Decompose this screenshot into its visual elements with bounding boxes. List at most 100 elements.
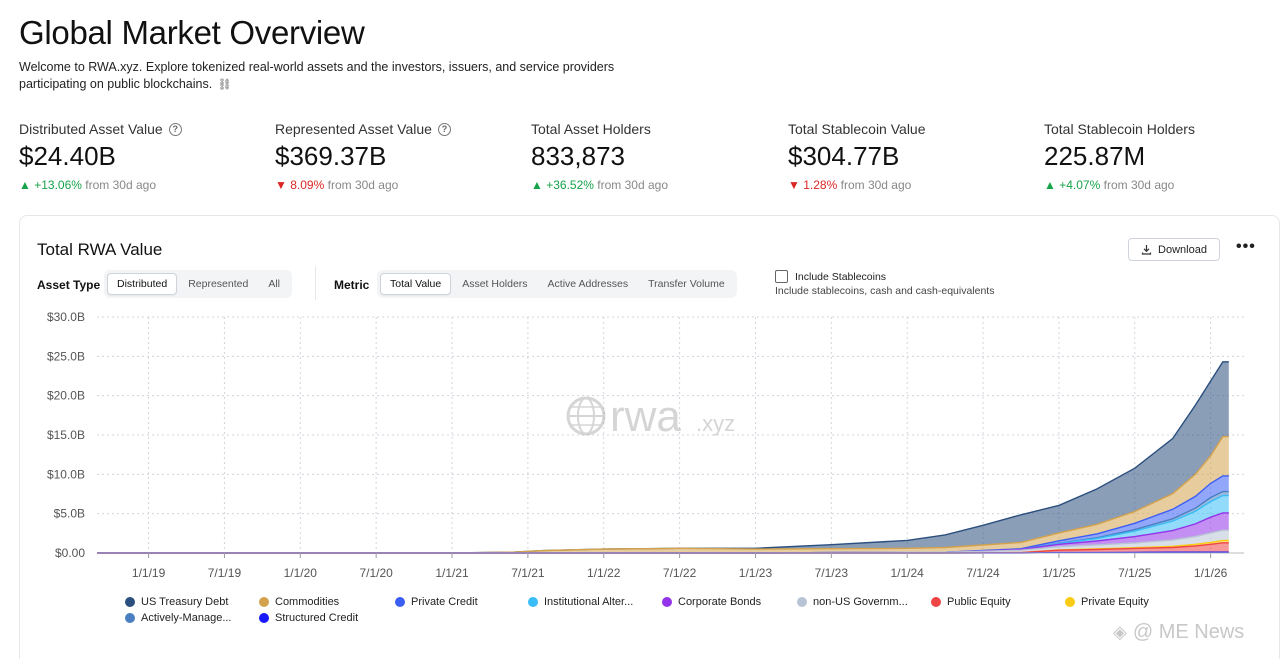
stat-label: Total Stablecoin Holders xyxy=(1044,121,1195,137)
watermark-suffix: .xyz xyxy=(696,411,735,436)
help-icon[interactable]: ? xyxy=(168,122,182,136)
legend-dot xyxy=(259,597,269,607)
x-tick-label: 7/1/21 xyxy=(511,566,545,580)
x-tick-label: 1/1/19 xyxy=(132,566,166,580)
asset-type-distributed[interactable]: Distributed xyxy=(107,273,178,295)
legend-dot xyxy=(125,597,135,607)
arrow-up-icon: ▲ xyxy=(1044,178,1056,192)
stat-value: $369.37B xyxy=(275,141,387,171)
y-tick-label: $10.0B xyxy=(47,467,85,481)
stat-total-stablecoin-holders: Total Stablecoin Holders 225.87M ▲ +4.07… xyxy=(1044,121,1280,192)
x-tick-label: 7/1/23 xyxy=(815,566,849,580)
page-title: Global Market Overview xyxy=(19,14,365,51)
stats-row: Distributed Asset Value? $24.40B ▲ +13.0… xyxy=(19,121,1269,201)
legend-dot xyxy=(395,597,405,607)
chain-icon: ⛓ xyxy=(217,79,232,91)
download-button[interactable]: Download xyxy=(1128,238,1220,261)
x-tick-label: 7/1/24 xyxy=(966,566,1000,580)
legend-item-private-equity[interactable]: Private Equity xyxy=(1065,596,1149,608)
stat-total-asset-holders: Total Asset Holders 833,873 ▲ +36.52% fr… xyxy=(531,121,771,192)
include-stablecoins-option: Include Stablecoins Include stablecoins,… xyxy=(775,270,995,297)
metric-active-addresses[interactable]: Active Addresses xyxy=(547,278,629,290)
metric-label: Metric xyxy=(334,278,370,292)
y-tick-label: $20.0B xyxy=(47,389,85,403)
rwa-value-chart: $0.00 $5.0B $10.0B $15.0B $20.0B $25.0B $30.0B… xyxy=(47,310,1244,580)
y-tick-label: $0.00 xyxy=(55,546,85,560)
stat-label: Distributed Asset Value xyxy=(19,121,163,137)
x-tick-label: 7/1/25 xyxy=(1118,566,1152,580)
stat-value: $304.77B xyxy=(788,141,900,171)
stat-value: $24.40B xyxy=(19,141,116,171)
arrow-up-icon: ▲ xyxy=(531,178,543,192)
asset-type-all[interactable]: All xyxy=(268,278,280,290)
help-icon[interactable]: ? xyxy=(437,122,451,136)
legend-item-actively-managed[interactable]: Actively-Manage... xyxy=(125,612,231,624)
legend-item-private-credit[interactable]: Private Credit xyxy=(395,596,478,608)
legend-dot xyxy=(125,613,135,623)
stat-change: ▲ +13.06% from 30d ago xyxy=(19,178,157,192)
legend-dot xyxy=(1065,597,1075,607)
chart-title: Total RWA Value xyxy=(37,240,163,259)
legend-item-public-equity[interactable]: Public Equity xyxy=(931,596,1011,608)
x-tick-label: 7/1/19 xyxy=(208,566,242,580)
stat-change: ▼ 8.09% from 30d ago xyxy=(275,178,399,192)
stat-label: Total Asset Holders xyxy=(531,121,651,137)
asset-type-represented[interactable]: Represented xyxy=(188,278,249,290)
y-tick-label: $15.0B xyxy=(47,428,85,442)
include-stablecoins-description: Include stablecoins, cash and cash-equiv… xyxy=(775,285,995,297)
legend-dot xyxy=(662,597,672,607)
download-icon xyxy=(1141,245,1152,255)
arrow-down-icon: ▼ xyxy=(275,178,287,192)
stat-change: ▲ +36.52% from 30d ago xyxy=(531,178,669,192)
metric-toggle: Total Value Asset Holders Active Address… xyxy=(377,270,737,298)
stat-change: ▼ 1.28% from 30d ago xyxy=(788,178,912,192)
x-tick-label: 1/1/23 xyxy=(739,566,773,580)
x-tick-label: 1/1/25 xyxy=(1042,566,1076,580)
x-tick-label: 1/1/21 xyxy=(435,566,469,580)
x-tick-label: 7/1/20 xyxy=(359,566,393,580)
stat-change: ▲ +4.07% from 30d ago xyxy=(1044,178,1175,192)
y-tick-label: $30.0B xyxy=(47,310,85,324)
chart-card: Total RWA Value Download ••• Asset Type … xyxy=(19,215,1280,659)
legend-dot xyxy=(797,597,807,607)
stat-distributed-asset-value: Distributed Asset Value? $24.40B ▲ +13.0… xyxy=(19,121,259,192)
y-tick-label: $25.0B xyxy=(47,349,85,363)
legend-item-structured-credit[interactable]: Structured Credit xyxy=(259,612,358,624)
stat-value: 225.87M xyxy=(1044,141,1146,171)
y-tick-label: $5.0B xyxy=(54,507,85,521)
stat-value: 833,873 xyxy=(531,141,625,171)
asset-type-toggle: Distributed Represented All xyxy=(104,270,292,298)
news-watermark: ◈ @ ME News xyxy=(1113,621,1245,643)
legend-dot xyxy=(528,597,538,607)
stat-label: Total Stablecoin Value xyxy=(788,121,926,137)
watermark-text: rwa xyxy=(610,392,681,441)
legend-dot xyxy=(259,613,269,623)
arrow-down-icon: ▼ xyxy=(788,178,800,192)
stat-represented-asset-value: Represented Asset Value? $369.37B ▼ 8.09… xyxy=(275,121,515,192)
metric-total-value[interactable]: Total Value xyxy=(380,273,452,295)
legend-item-institutional-alternative[interactable]: Institutional Alter... xyxy=(528,596,633,608)
x-tick-label: 1/1/26 xyxy=(1194,566,1228,580)
chart-watermark: rwa .xyz xyxy=(566,392,735,441)
divider xyxy=(315,266,316,300)
x-tick-label: 7/1/22 xyxy=(663,566,697,580)
legend-item-non-us-government[interactable]: non-US Governm... xyxy=(797,596,908,608)
include-stablecoins-checkbox[interactable] xyxy=(775,270,788,283)
diamond-icon: ◈ xyxy=(1113,622,1127,642)
more-options-icon[interactable]: ••• xyxy=(1236,238,1256,255)
x-tick-label: 1/1/22 xyxy=(587,566,621,580)
legend-item-us-treasury-debt[interactable]: US Treasury Debt xyxy=(125,596,228,608)
metric-asset-holders[interactable]: Asset Holders xyxy=(462,278,528,290)
chart-axes: $0.00 $5.0B $10.0B $15.0B $20.0B $25.0B $30.0B… xyxy=(47,310,1244,580)
metric-transfer-volume[interactable]: Transfer Volume xyxy=(648,278,725,290)
x-tick-label: 1/1/24 xyxy=(890,566,924,580)
legend-dot xyxy=(931,597,941,607)
arrow-up-icon: ▲ xyxy=(19,178,31,192)
area-commodities[interactable] xyxy=(97,436,1229,553)
asset-type-label: Asset Type xyxy=(37,278,101,292)
legend-item-commodities[interactable]: Commodities xyxy=(259,596,339,608)
legend-item-corporate-bonds[interactable]: Corporate Bonds xyxy=(662,596,761,608)
stat-label: Represented Asset Value xyxy=(275,121,432,137)
stat-total-stablecoin-value: Total Stablecoin Value $304.77B ▼ 1.28% … xyxy=(788,121,1028,192)
page-description: Welcome to RWA.xyz. Explore tokenized re… xyxy=(19,60,615,91)
